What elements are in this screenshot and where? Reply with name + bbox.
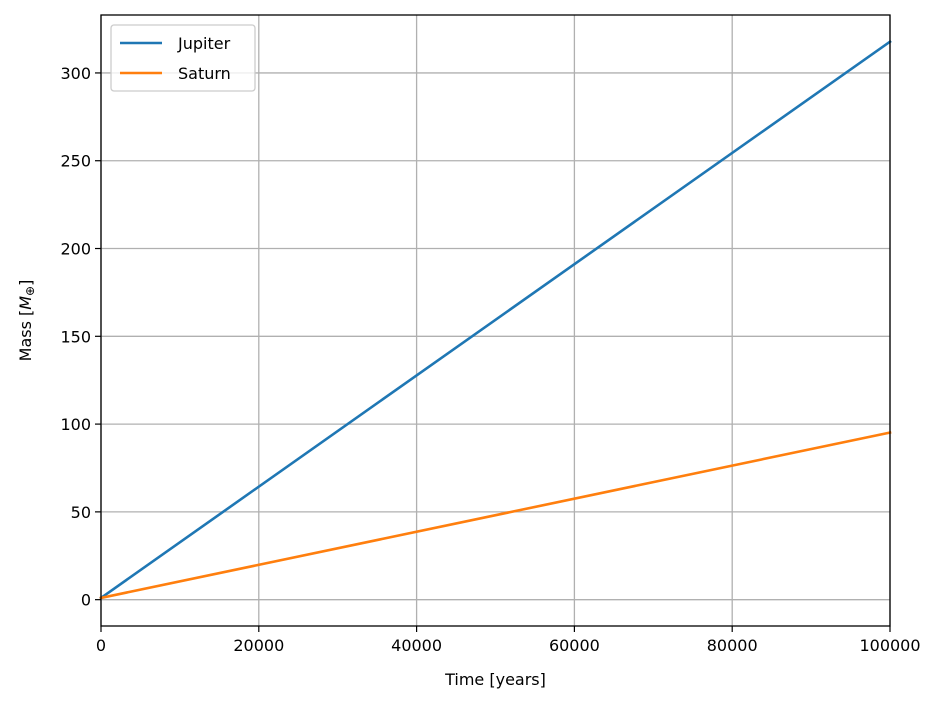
legend-entries: Jupiter Saturn: [120, 34, 231, 83]
y-tick-label: 100: [60, 415, 91, 434]
x-tick-label: 20000: [233, 636, 284, 655]
y-tick-label: 0: [81, 591, 91, 610]
y-tick-label: 300: [60, 64, 91, 83]
x-tick-label: 0: [96, 636, 106, 655]
y-axis-label-prefix: Mass [: [16, 310, 35, 362]
legend-label-jupiter: Jupiter: [177, 34, 231, 53]
y-tick-label: 50: [71, 503, 91, 522]
legend-box: [110, 24, 256, 92]
x-tick-label: 80000: [707, 636, 758, 655]
y-axis-label-symbol: M: [16, 296, 35, 310]
x-axis-label: Time [years]: [444, 670, 546, 689]
series-line-saturn: [99, 430, 892, 600]
series-line-jupiter: [99, 39, 892, 600]
y-axis-ticks: 0 50 100 150 200 250 300: [60, 64, 101, 610]
legend: Jupiter Saturn: [110, 24, 256, 92]
legend-label-saturn: Saturn: [178, 64, 231, 83]
x-tick-label: 60000: [549, 636, 600, 655]
y-tick-label: 250: [60, 152, 91, 171]
y-tick-label: 150: [60, 327, 91, 346]
y-axis-label: Mass [M⊕]: [16, 280, 37, 362]
plot-series: [99, 39, 892, 600]
x-tick-label: 40000: [391, 636, 442, 655]
y-axis-label-suffix: ]: [16, 280, 35, 286]
y-axis-label-subscript: ⊕: [23, 286, 37, 296]
x-tick-label: 100000: [859, 636, 920, 655]
x-axis-ticks: 0 20000 40000 60000 80000 100000: [96, 626, 921, 655]
plot-frame: [100, 14, 891, 627]
y-tick-label: 200: [60, 240, 91, 259]
